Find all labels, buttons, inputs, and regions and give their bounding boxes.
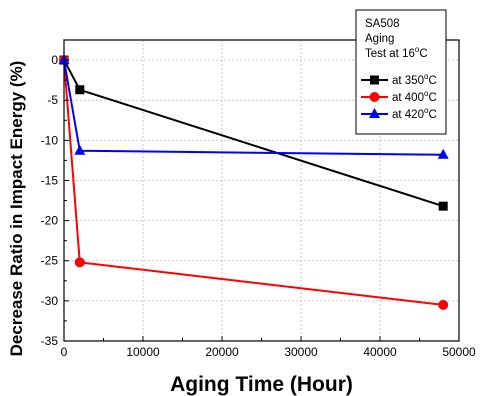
data-point [438,299,449,310]
degree-sup: o [415,45,420,54]
degree-sup: o [424,89,429,98]
unit: C [428,109,436,121]
x-tick-label: 20000 [205,345,239,359]
legend-label: at 350oC [392,72,437,87]
x-tick-label: 40000 [363,345,397,359]
ticks: 0 10000 20000 30000 40000 50000 0 -5 -10 -15 -20 -2… [41,53,476,359]
data-point [74,257,85,268]
unit: C [428,92,436,104]
legend-title-line: Test at 16oC [365,45,428,60]
data-point [74,144,86,155]
unit: C [428,75,436,87]
legend-title-line: SA508 [365,18,400,30]
legend-title-line: Aging [365,33,394,45]
data-point [75,85,85,95]
y-tick-label: -30 [41,294,59,308]
legend-label: at 420oC [392,106,437,121]
y-tick-label: -15 [41,173,59,187]
y-tick-label: -35 [41,334,59,348]
y-axis-label: Decrease Ratio in Impact Energy (%) [7,61,26,357]
y-tick-label: 0 [51,53,58,67]
data-point [437,148,449,159]
degree-sup: o [424,72,429,81]
y-tick-label: -25 [41,254,59,268]
x-tick-label: 0 [61,345,68,359]
legend-swatch-marker [369,108,380,118]
legend-swatch-marker [369,92,380,102]
degree-sup: o [424,106,429,115]
x-tick-label: 50000 [442,345,476,359]
x-tick-label: 30000 [284,345,318,359]
y-tick-label: -20 [41,214,59,228]
x-axis-label: Aging Time (Hour) [170,373,353,396]
y-tick-label: -5 [47,93,58,107]
data-point [438,201,448,211]
unit: C [419,48,427,60]
grid [64,40,459,341]
legend-label: at 400oC [392,89,437,104]
series-layer [58,54,449,310]
y-tick-label: -10 [41,133,59,147]
legend-swatch-marker [370,75,379,85]
x-tick-label: 10000 [126,345,160,359]
